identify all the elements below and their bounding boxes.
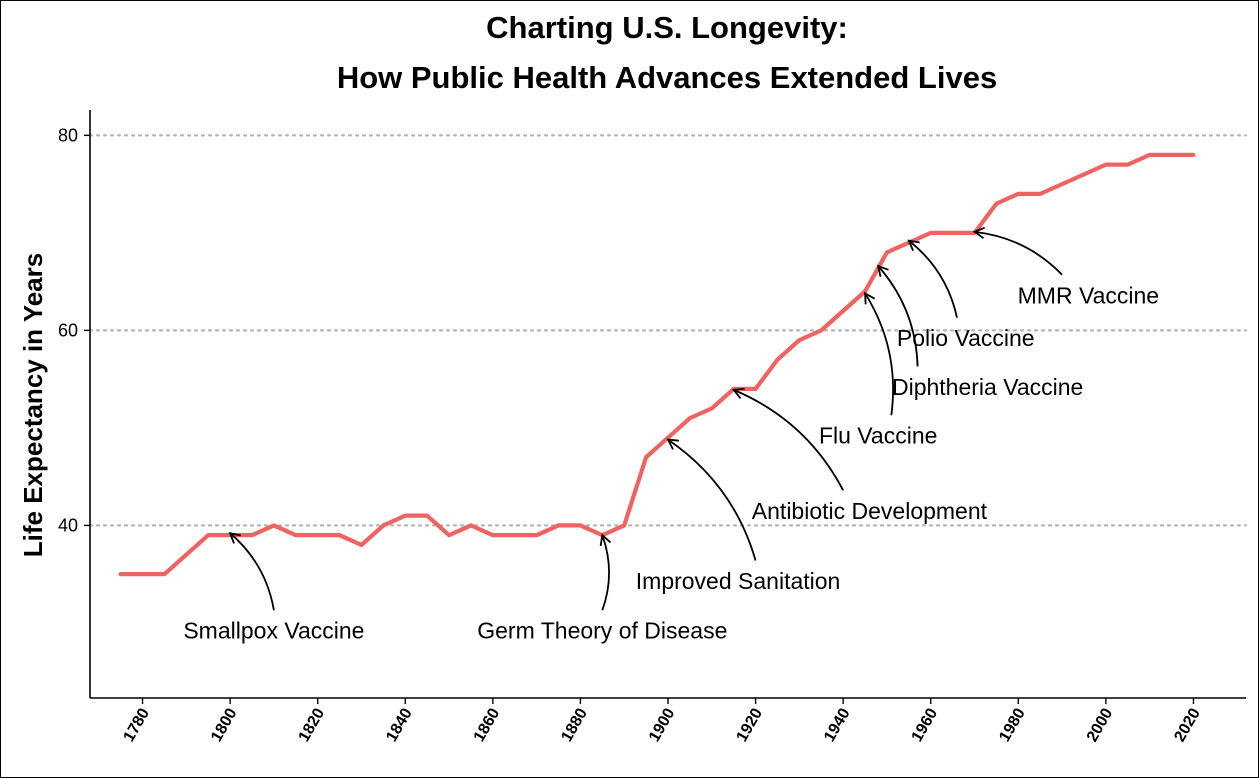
x-tick-label-1880: 1880 [558, 705, 591, 744]
x-tick-label-1780: 1780 [120, 705, 153, 744]
x-tick-label-2020: 2020 [1171, 705, 1204, 744]
annotation-label-6: Polio Vaccine [897, 325, 1035, 351]
annotation-arrowhead-6 [907, 239, 920, 252]
gridlines [88, 134, 1248, 527]
annotation-arrow-3 [733, 389, 844, 491]
x-tick-label-1920: 1920 [734, 705, 767, 744]
x-tick-label-1960: 1960 [909, 705, 942, 744]
annotation-arrowhead-3 [731, 387, 745, 400]
annotation-arrow-7 [974, 230, 1063, 276]
x-tick-label-1820: 1820 [296, 705, 329, 744]
annotation-label-2: Improved Sanitation [636, 568, 841, 594]
annotation-arrow-1 [601, 534, 610, 611]
x-tick-label-1800: 1800 [208, 705, 241, 744]
annotation-arrow-6 [908, 239, 958, 318]
annotation-arrowhead-7 [972, 226, 986, 239]
annotation-arrowhead-0 [228, 531, 242, 544]
annotation-label-0: Smallpox Vaccine [183, 618, 364, 644]
x-tick-label-1940: 1940 [821, 705, 854, 744]
annotation-arrowhead-1 [599, 533, 612, 547]
annotation-arrow-0 [229, 532, 275, 611]
annotation-label-1: Germ Theory of Disease [477, 618, 727, 644]
annotation-arrowhead-2 [666, 438, 680, 450]
x-tick-label-2000: 2000 [1084, 705, 1117, 744]
y-axis-title: Life Expectancy in Years [18, 253, 48, 557]
series-line-0 [118, 152, 1196, 577]
annotation-label-3: Antibiotic Development [752, 498, 988, 524]
annotation-arrow-2 [667, 438, 757, 561]
annotation-arrowhead-4 [864, 291, 876, 305]
x-tick-label-1980: 1980 [996, 705, 1029, 744]
x-tick-label-1860: 1860 [471, 705, 504, 744]
chart-title-line-2: How Public Health Advances Extended Live… [337, 60, 997, 95]
chart-title-line-1: Charting U.S. Longevity: [486, 10, 848, 45]
annotation-label-4: Flu Vaccine [819, 423, 937, 449]
axes [89, 110, 1246, 699]
y-tick-label-60: 60 [58, 320, 78, 340]
annotation-arrow-5 [877, 265, 919, 367]
x-tick-label-1900: 1900 [646, 705, 679, 744]
annotation-arrowhead-5 [876, 264, 889, 277]
tick-marks: 40 60 80 1780 1800 1820 1840 1860 1880 1900 1920 19… [58, 125, 1204, 744]
annotations: Smallpox Vaccine Germ Theory of Disease Im… [183, 226, 1159, 644]
annotation-arrow-4 [864, 292, 894, 416]
series-layer [118, 152, 1196, 577]
x-tick-label-1840: 1840 [383, 705, 416, 744]
y-tick-label-80: 80 [58, 125, 78, 145]
annotation-label-7: MMR Vaccine [1018, 282, 1159, 308]
y-tick-label-40: 40 [58, 515, 78, 535]
annotation-label-5: Diphtheria Vaccine [892, 374, 1083, 400]
